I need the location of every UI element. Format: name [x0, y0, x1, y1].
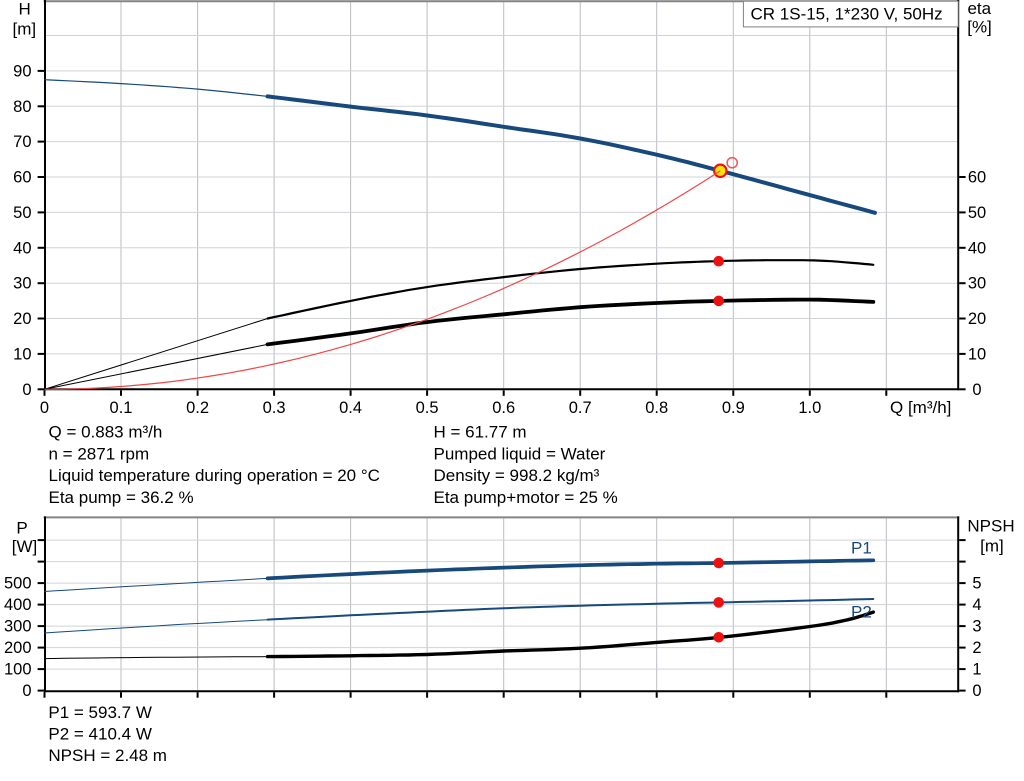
svg-text:[m]: [m]	[12, 19, 36, 38]
svg-text:90: 90	[13, 62, 31, 80]
svg-text:P: P	[16, 519, 27, 538]
svg-text:Pumped liquid = Water: Pumped liquid = Water	[434, 444, 606, 463]
svg-text:20: 20	[968, 310, 986, 328]
svg-text:[W]: [W]	[12, 537, 38, 556]
svg-text:1: 1	[972, 661, 981, 679]
svg-text:0: 0	[22, 682, 31, 700]
svg-text:0.9: 0.9	[722, 399, 745, 417]
svg-text:P2: P2	[851, 603, 872, 622]
svg-text:Liquid temperature during oper: Liquid temperature during operation = 20…	[49, 466, 380, 485]
svg-text:2: 2	[972, 639, 981, 657]
svg-text:H: H	[18, 0, 30, 18]
svg-text:10: 10	[968, 345, 986, 363]
svg-text:0: 0	[40, 399, 49, 417]
svg-text:0.5: 0.5	[416, 399, 439, 417]
svg-text:Eta pump = 36.2 %: Eta pump = 36.2 %	[49, 488, 194, 507]
svg-text:P2 = 410.4 W: P2 = 410.4 W	[48, 725, 151, 744]
svg-text:20: 20	[13, 310, 31, 328]
svg-text:0.7: 0.7	[569, 399, 592, 417]
svg-text:100: 100	[4, 661, 32, 679]
svg-text:300: 300	[4, 618, 32, 636]
svg-text:50: 50	[13, 204, 31, 222]
svg-text:30: 30	[13, 275, 31, 293]
svg-text:40: 40	[968, 239, 986, 257]
svg-text:H = 61.77 m: H = 61.77 m	[434, 423, 527, 442]
svg-text:P1: P1	[851, 539, 872, 558]
svg-text:70: 70	[13, 133, 31, 151]
svg-text:eta: eta	[967, 0, 991, 18]
svg-text:10: 10	[13, 345, 31, 363]
svg-text:30: 30	[968, 275, 986, 293]
svg-text:NPSH = 2.48 m: NPSH = 2.48 m	[48, 746, 167, 765]
svg-text:0.2: 0.2	[186, 399, 209, 417]
svg-text:Eta pump+motor = 25 %: Eta pump+motor = 25 %	[434, 488, 618, 507]
svg-text:0.4: 0.4	[339, 399, 362, 417]
svg-text:60: 60	[968, 169, 986, 187]
svg-text:Q [m³/h]: Q [m³/h]	[890, 398, 951, 417]
svg-text:200: 200	[4, 639, 32, 657]
svg-text:1.0: 1.0	[798, 399, 821, 417]
svg-text:[m]: [m]	[980, 536, 1004, 555]
svg-text:CR 1S-15, 1*230 V, 50Hz: CR 1S-15, 1*230 V, 50Hz	[751, 4, 943, 23]
svg-text:40: 40	[13, 239, 31, 257]
svg-text:50: 50	[968, 204, 986, 222]
svg-text:NPSH: NPSH	[967, 516, 1014, 535]
svg-text:Q = 0.883 m³/h: Q = 0.883 m³/h	[49, 423, 163, 442]
svg-text:400: 400	[4, 596, 32, 614]
svg-text:500: 500	[4, 575, 32, 593]
svg-text:0.3: 0.3	[263, 399, 286, 417]
svg-text:80: 80	[13, 98, 31, 116]
svg-text:4: 4	[972, 596, 981, 614]
svg-text:0: 0	[22, 381, 31, 399]
svg-text:[%]: [%]	[967, 17, 992, 36]
svg-text:Density = 998.2 kg/m³: Density = 998.2 kg/m³	[434, 466, 600, 485]
svg-text:P1 = 593.7 W: P1 = 593.7 W	[48, 703, 151, 722]
svg-text:0.8: 0.8	[645, 399, 668, 417]
svg-text:3: 3	[972, 618, 981, 636]
svg-text:0: 0	[972, 682, 981, 700]
svg-text:n = 2871 rpm: n = 2871 rpm	[49, 444, 150, 463]
svg-text:5: 5	[972, 575, 981, 593]
svg-text:0.6: 0.6	[492, 399, 515, 417]
svg-text:0.1: 0.1	[110, 399, 133, 417]
svg-text:0: 0	[972, 381, 981, 399]
svg-text:60: 60	[13, 169, 31, 187]
